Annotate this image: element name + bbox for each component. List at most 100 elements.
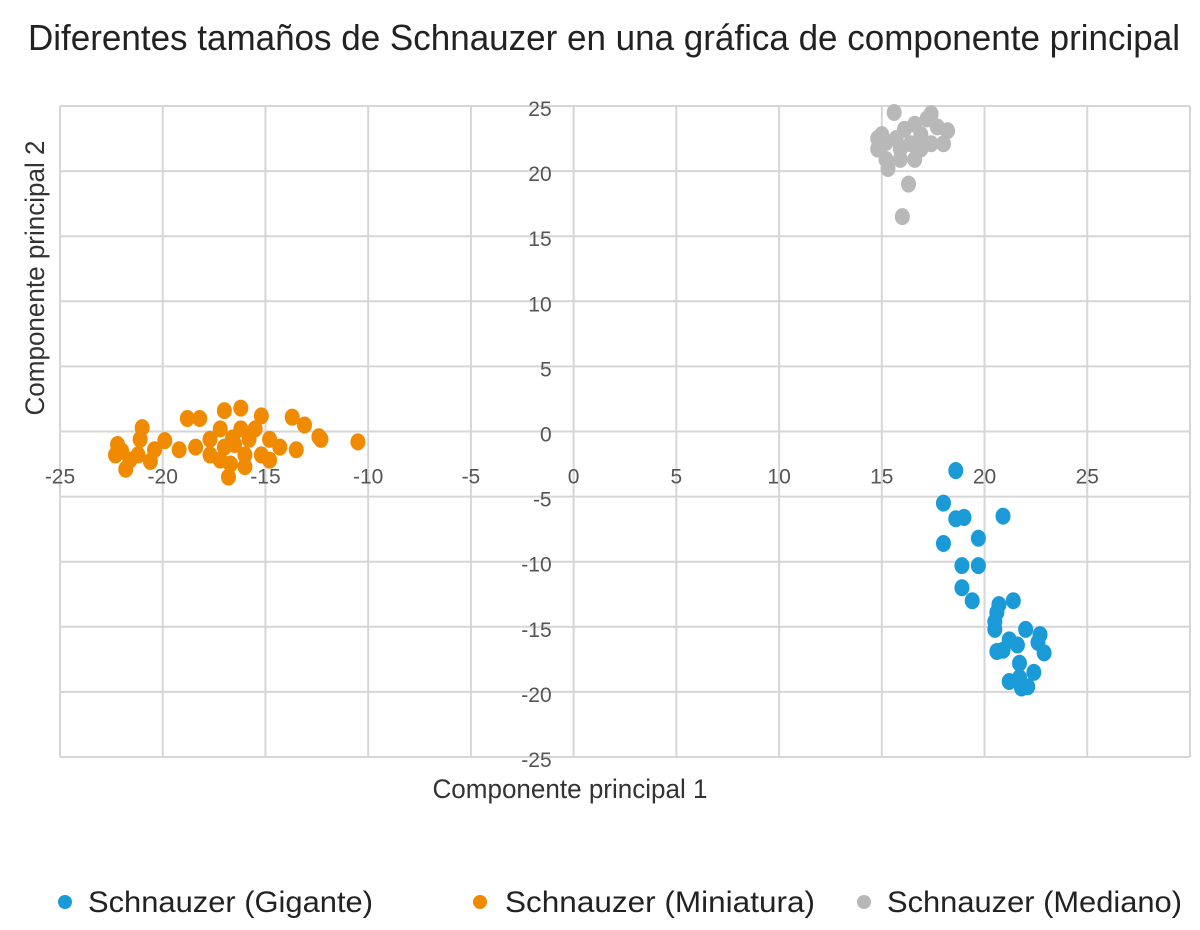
data-point: [188, 438, 204, 456]
data-point: [948, 462, 964, 480]
data-point: [223, 455, 239, 473]
data-point: [179, 409, 195, 427]
x-axis-label: Componente principal 1: [433, 774, 708, 804]
x-tick-label: -20: [148, 466, 178, 489]
data-points: [107, 104, 1052, 697]
data-point: [954, 557, 970, 575]
data-point: [114, 442, 130, 460]
data-point: [262, 451, 278, 469]
data-point: [907, 150, 923, 168]
y-tick-label: 15: [528, 228, 551, 251]
data-point: [1009, 636, 1025, 654]
data-point: [995, 641, 1011, 659]
legend-marker-icon: [58, 895, 72, 909]
legend-marker-icon: [473, 895, 487, 909]
x-tick-label: -10: [353, 466, 383, 489]
y-tick-label: -25: [521, 749, 551, 772]
data-point: [894, 208, 910, 226]
data-point: [132, 430, 148, 448]
y-tick-label: -10: [521, 554, 551, 577]
data-point: [225, 429, 241, 447]
series-0: [935, 462, 1052, 697]
data-point: [940, 122, 956, 140]
data-point: [970, 529, 986, 547]
data-point: [1018, 620, 1034, 638]
data-point: [923, 105, 939, 123]
data-point: [901, 175, 917, 193]
data-point: [118, 460, 134, 478]
legend: Schnauzer (Gigante) Schnauzer (Miniatura…: [58, 886, 1182, 919]
data-point: [202, 430, 218, 448]
data-point: [192, 409, 208, 427]
y-axis-label: Componente principal 2: [20, 141, 50, 416]
data-point: [870, 130, 886, 148]
y-tick-label: -5: [533, 489, 552, 512]
chart-title: Diferentes tamaños de Schnauzer en una g…: [28, 17, 1180, 58]
x-tick-label: 25: [1076, 466, 1099, 489]
y-tick-label: -20: [521, 684, 551, 707]
y-tick-label: -15: [521, 619, 551, 642]
data-point: [313, 430, 329, 448]
legend-label: Schnauzer (Miniatura): [505, 886, 815, 919]
data-point: [970, 557, 986, 575]
legend-label: Schnauzer (Mediano): [887, 886, 1182, 919]
data-point: [935, 135, 951, 153]
data-point: [987, 620, 1003, 638]
x-tick-label: -5: [462, 466, 481, 489]
data-point: [1005, 592, 1021, 610]
data-point: [913, 126, 929, 144]
y-tick-label: 25: [528, 98, 551, 121]
x-tick-label: 10: [767, 466, 790, 489]
data-point: [1036, 644, 1052, 662]
series-1: [107, 399, 366, 486]
x-tick-label: 0: [568, 466, 580, 489]
x-tick-label: 5: [671, 466, 683, 489]
data-point: [880, 159, 896, 177]
data-point: [212, 420, 228, 438]
data-point: [956, 508, 972, 526]
data-point: [284, 408, 300, 426]
y-tick-label: 0: [540, 424, 552, 447]
x-tick-label: 20: [973, 466, 996, 489]
data-point: [954, 579, 970, 597]
data-point: [935, 534, 951, 552]
x-tick-label: 15: [870, 466, 893, 489]
x-tick-label: -25: [45, 466, 75, 489]
data-point: [886, 104, 902, 122]
data-point: [171, 441, 187, 459]
legend-label: Schnauzer (Gigante): [88, 886, 373, 919]
y-tick-label: 10: [528, 293, 551, 316]
legend-item-mediano: Schnauzer (Mediano): [857, 886, 1182, 919]
data-point: [892, 150, 908, 168]
data-point: [350, 433, 366, 451]
legend-item-miniatura: Schnauzer (Miniatura): [473, 886, 815, 919]
x-tick-label: -15: [250, 466, 280, 489]
data-point: [237, 446, 253, 464]
grid: [59, 105, 1191, 758]
data-point: [935, 494, 951, 512]
y-tick-label: 20: [528, 163, 551, 186]
data-point: [903, 135, 919, 153]
data-point: [247, 420, 263, 438]
data-point: [237, 458, 253, 476]
data-point: [233, 399, 249, 417]
data-point: [216, 402, 232, 420]
data-point: [1011, 654, 1027, 672]
data-point: [288, 441, 304, 459]
data-point: [964, 592, 980, 610]
data-point: [1026, 663, 1042, 681]
data-point: [1011, 669, 1027, 687]
data-point: [995, 507, 1011, 525]
data-point: [272, 438, 288, 456]
legend-item-gigante: Schnauzer (Gigante): [58, 886, 373, 919]
data-point: [220, 468, 236, 486]
tick-labels: -25 -20 -15 -10 -5 0 5 10 15 20 25 25 20 15 10 5 0 -5 -10 -…: [45, 98, 1099, 772]
legend-marker-icon: [857, 895, 871, 909]
data-point: [157, 432, 173, 450]
data-point: [130, 446, 146, 464]
data-point: [147, 441, 163, 459]
series-2: [870, 104, 956, 226]
data-point: [253, 407, 269, 425]
y-tick-label: 5: [540, 358, 552, 381]
